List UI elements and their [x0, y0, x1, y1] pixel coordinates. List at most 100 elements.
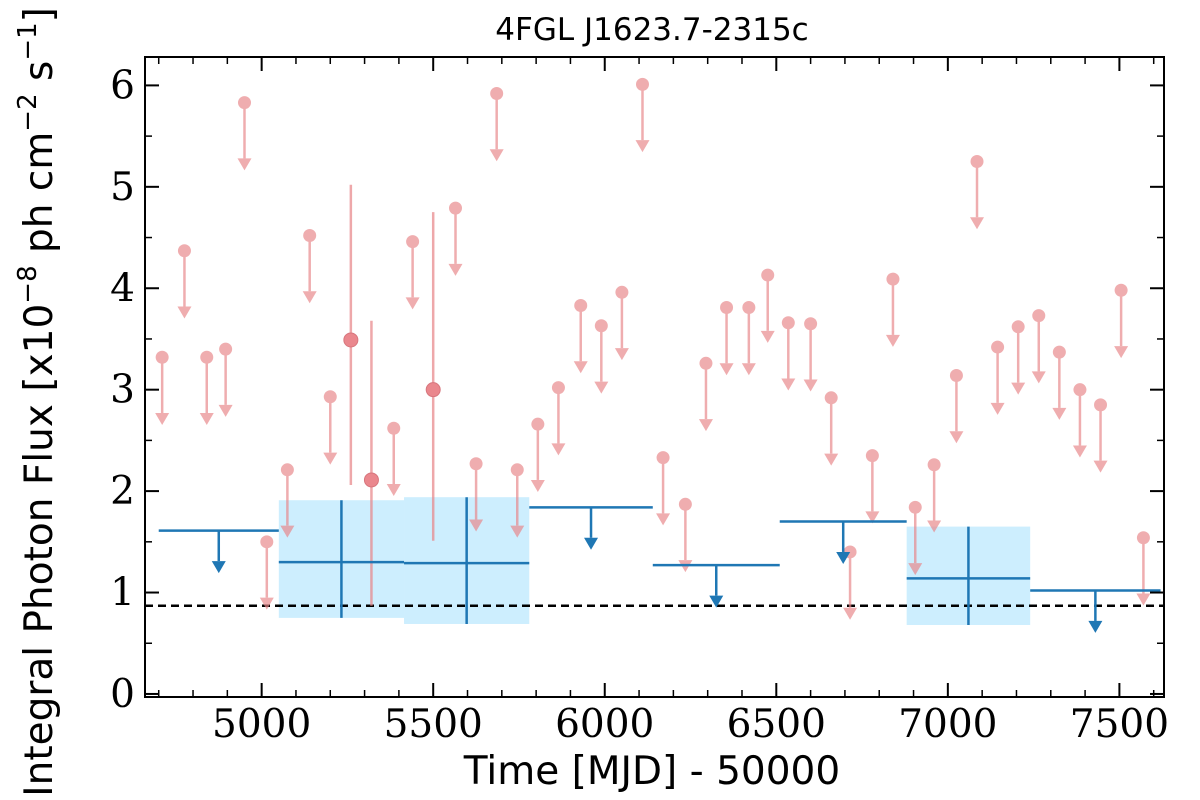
short-bin-point: [635, 77, 649, 91]
short-bin-point: [510, 463, 524, 477]
short-bin-arrow-head: [927, 520, 942, 533]
short-bin-arrow-head: [843, 607, 858, 620]
short-bin-point: [678, 497, 692, 511]
short-bin-arrow-head: [1052, 407, 1067, 420]
short-bin-upper-limit-44: [1136, 531, 1151, 606]
long-bin-detection-0: [278, 500, 405, 618]
short-bin-point: [280, 463, 294, 477]
short-bin-arrow-head: [405, 297, 420, 310]
long-bin-arrow-head: [584, 537, 599, 550]
short-bin-point: [531, 417, 545, 431]
short-bin-upper-limit-41: [1072, 383, 1087, 458]
long-bin-arrow-head: [836, 551, 851, 564]
short-bin-arrow-head: [551, 443, 566, 456]
short-bin-arrow-head: [237, 158, 252, 171]
short-bin-upper-limit-35: [949, 368, 964, 444]
short-bin-point: [449, 201, 463, 215]
short-bin-detection-point: [363, 472, 379, 488]
x-axis-label: Time [MJD] - 50000: [463, 749, 840, 794]
short-bin-detection-1: [363, 320, 379, 606]
short-bin-upper-limit-11: [448, 201, 463, 276]
short-bin-arrow-head: [635, 140, 650, 153]
short-bin-detection-2: [425, 212, 441, 541]
y-axis-label-part-2: ph cm: [17, 132, 62, 266]
short-bin-upper-limit-32: [885, 272, 900, 347]
short-bin-arrow-head: [573, 361, 588, 374]
y-tick-label-2: 2: [110, 469, 135, 514]
short-bin-arrow-head: [1093, 460, 1108, 473]
short-bin-upper-limit-42: [1093, 398, 1108, 473]
short-bin-upper-limit-6: [280, 463, 295, 538]
short-bin-arrow-head: [1011, 382, 1026, 395]
short-bin-upper-limit-1: [177, 244, 192, 319]
short-bin-upper-limit-4: [237, 96, 252, 171]
short-bin-point: [406, 235, 420, 249]
short-bin-upper-limit-3: [218, 342, 233, 417]
short-bin-arrow-head: [698, 419, 713, 432]
short-bin-point: [1114, 283, 1128, 297]
short-bin-point: [303, 229, 317, 243]
short-bin-point: [1073, 383, 1087, 397]
short-bin-upper-limit-7: [302, 229, 317, 304]
x-tick-label-4: 7000: [898, 702, 997, 747]
short-bin-point: [824, 391, 838, 405]
short-bin-point: [1032, 309, 1046, 323]
short-bin-upper-limit-38: [1011, 320, 1026, 395]
short-bin-upper-limit-25: [741, 301, 756, 376]
short-bin-upper-limit-28: [803, 317, 818, 392]
y-axis-label-part-3: s: [17, 61, 62, 94]
short-bin-point: [886, 272, 900, 286]
short-bin-arrow-head: [760, 330, 775, 343]
short-bin-detection-0: [343, 184, 359, 486]
chart-title: 4FGL J1623.7-2315c: [495, 12, 808, 48]
short-bin-arrow-head: [1031, 371, 1046, 384]
short-bin-upper-limit-36: [970, 154, 985, 230]
short-bin-upper-limit-34: [927, 458, 942, 533]
short-bin-arrow-head: [614, 348, 629, 361]
short-bin-arrow-head: [1136, 593, 1151, 606]
short-bin-point: [865, 449, 879, 463]
short-bin-arrow-head: [741, 363, 756, 376]
short-bin-arrow-head: [155, 413, 170, 426]
short-bin-upper-limit-0: [155, 350, 170, 426]
short-bin-point: [781, 316, 795, 330]
short-bin-arrow-head: [656, 513, 671, 526]
short-bin-arrow-head: [280, 525, 295, 538]
long-bin-markers: [158, 497, 1161, 633]
short-bin-arrow-head: [803, 379, 818, 392]
short-bin-point: [804, 317, 818, 331]
long-bin-upper-limit-4: [1030, 589, 1161, 633]
short-bin-upper-limit-31: [865, 449, 880, 524]
short-bin-point: [927, 458, 941, 472]
short-bin-arrow-head: [1072, 445, 1087, 458]
short-bin-upper-limit-37: [990, 340, 1005, 415]
short-bin-upper-limit-15: [530, 417, 545, 492]
short-bin-arrow-head: [594, 381, 609, 394]
y-axis-label-part-1: Integral Photon Flux [x10: [17, 304, 62, 797]
short-bin-point: [155, 350, 169, 364]
short-bin-upper-limit-13: [489, 87, 504, 162]
short-bin-point: [970, 154, 984, 168]
short-bin-arrow-head: [781, 378, 796, 391]
short-bin-arrow-head: [469, 519, 484, 532]
y-axis-label-exp-2: −2: [13, 93, 43, 131]
short-bin-upper-limit-8: [323, 390, 338, 465]
short-bin-point: [594, 319, 608, 333]
short-bin-arrow-head: [259, 597, 274, 610]
short-bin-upper-limit-18: [594, 319, 609, 394]
short-bin-detection-point: [343, 332, 359, 348]
short-bin-point: [200, 350, 214, 364]
short-bin-upper-limit-39: [1031, 309, 1046, 384]
short-bin-upper-limit-21: [656, 451, 671, 526]
x-tick-label-5: 7500: [1070, 702, 1169, 747]
short-bin-point: [615, 285, 629, 299]
short-bin-point: [490, 87, 504, 101]
short-bin-point: [323, 390, 337, 404]
short-bin-arrow-head: [824, 453, 839, 466]
short-bin-upper-limit-9: [386, 421, 401, 497]
short-bin-point: [949, 368, 963, 382]
short-bin-arrow-head: [177, 306, 192, 319]
short-bin-point: [720, 301, 734, 315]
